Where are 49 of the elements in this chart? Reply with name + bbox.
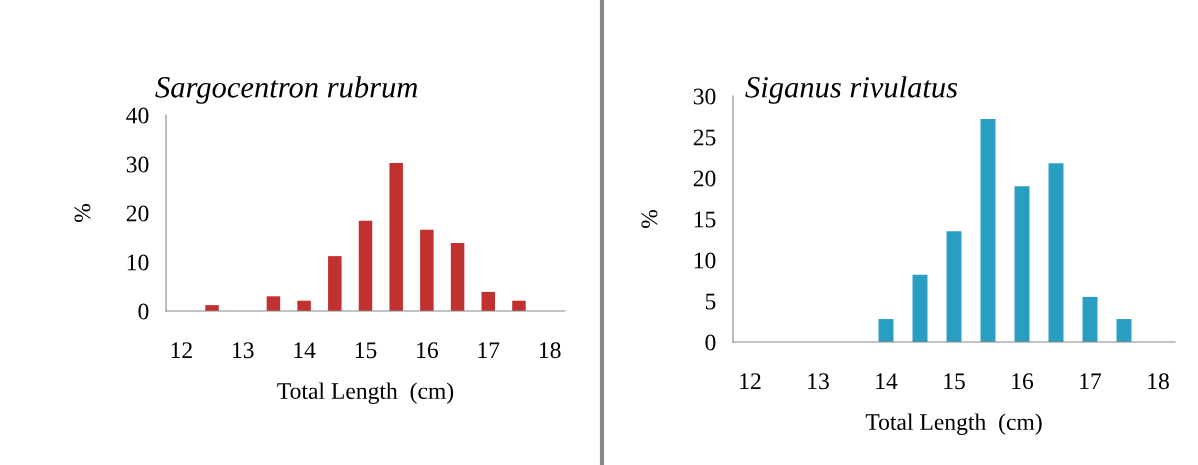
x-tick-label: 12: [740, 373, 761, 389]
bar: [1116, 319, 1132, 342]
bar: [1014, 186, 1030, 342]
x-tick-label: 12: [171, 342, 192, 358]
y-tick-label: 25: [693, 129, 716, 146]
x-tick-label: 13: [233, 342, 254, 359]
y-tick-label: 10: [694, 252, 716, 269]
x-tick-label: 18: [539, 342, 561, 359]
y-tick-label: 20: [126, 205, 149, 222]
x-tick-label: 14: [294, 342, 316, 358]
bar: [512, 300, 526, 311]
y-tick-label: 30: [693, 88, 716, 105]
bar: [878, 319, 894, 342]
bar: [328, 256, 342, 311]
y-tick-label: 10: [127, 254, 149, 271]
bar: [1048, 163, 1064, 342]
y-axis-title: %: [74, 203, 91, 223]
chart-title: Sargocentron rubrum: [155, 76, 418, 104]
x-tick-label: 16: [1012, 373, 1034, 390]
bar: [481, 291, 496, 311]
y-tick-label: 5: [705, 293, 716, 310]
x-tick-label: 17: [478, 342, 500, 358]
bar: [420, 229, 434, 311]
y-tick-label: 0: [705, 334, 716, 351]
y-tick-label: 40: [126, 107, 149, 124]
bar: [266, 296, 281, 311]
x-axis-title: Total Length (cm): [277, 382, 454, 404]
bar: [912, 274, 928, 342]
x-tick-label: 18: [1148, 373, 1169, 390]
x-tick-label: 15: [355, 342, 377, 359]
x-tick-label: 16: [417, 342, 438, 359]
bar: [946, 231, 962, 342]
bar: [980, 118, 996, 342]
bar: [358, 220, 373, 311]
x-tick-label: 15: [944, 373, 965, 390]
bar: [450, 242, 465, 311]
y-axis-title: %: [641, 209, 658, 229]
x-tick-label: 14: [876, 373, 898, 389]
y-tick-label: 20: [693, 170, 716, 187]
bar: [389, 163, 403, 311]
bar: [1082, 296, 1098, 342]
x-tick-label: 17: [1080, 373, 1102, 389]
x-tick-label: 13: [808, 373, 829, 390]
y-tick-label: 0: [138, 303, 149, 320]
x-axis-title: Total Length (cm): [865, 413, 1042, 435]
y-tick-label: 15: [694, 211, 716, 228]
chart-title: Siganus rivulatus: [745, 76, 958, 104]
y-tick-label: 30: [126, 156, 149, 173]
bar: [297, 300, 311, 311]
